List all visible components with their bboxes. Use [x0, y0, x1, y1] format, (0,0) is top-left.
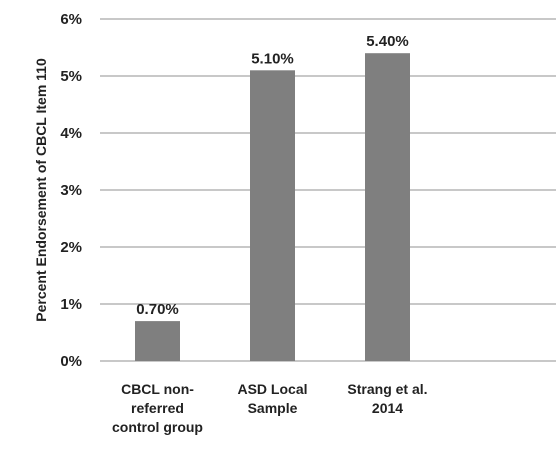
x-tick-label-line: ASD Local	[237, 381, 307, 397]
x-tick-label: ASD Local Sample	[237, 381, 307, 416]
y-axis-title: Percent Endorsement of CBCL Item 110	[33, 58, 49, 322]
x-tick-label-line: Strang et al.	[347, 381, 427, 397]
category-labels: CBCL non-referred control group ASD Local S…	[112, 381, 428, 435]
x-tick-label-line: CBCL non-	[121, 381, 194, 397]
x-tick-label-line: referred	[131, 400, 184, 416]
bar	[135, 321, 180, 361]
y-tick-label: 5%	[60, 68, 82, 85]
x-tick-label-line: control group	[112, 419, 203, 435]
gridlines	[100, 18, 556, 362]
data-label: 5.10%	[251, 50, 294, 67]
x-tick-label: CBCL non-referred control group	[112, 381, 203, 435]
y-tick-label: 2%	[60, 239, 82, 256]
data-label: 5.40%	[366, 33, 409, 50]
y-tick-label: 6%	[60, 11, 82, 28]
y-tick-label: 1%	[60, 296, 82, 313]
y-tick-label: 3%	[60, 182, 82, 199]
y-tick-label: 0%	[60, 353, 82, 370]
data-label: 0.70%	[136, 301, 179, 318]
x-tick-label-line: Sample	[248, 400, 298, 416]
x-tick-label: Strang et al. 2014	[347, 381, 427, 416]
bars	[135, 53, 410, 362]
y-tick-labels: 0% 1% 2% 3% 4% 5% 6%	[60, 11, 82, 370]
y-tick-label: 4%	[60, 125, 82, 142]
data-labels: 0.70% 5.10% 5.40%	[136, 33, 409, 318]
x-tick-label-line: 2014	[372, 400, 403, 416]
bar	[365, 53, 410, 361]
bar	[250, 70, 295, 362]
